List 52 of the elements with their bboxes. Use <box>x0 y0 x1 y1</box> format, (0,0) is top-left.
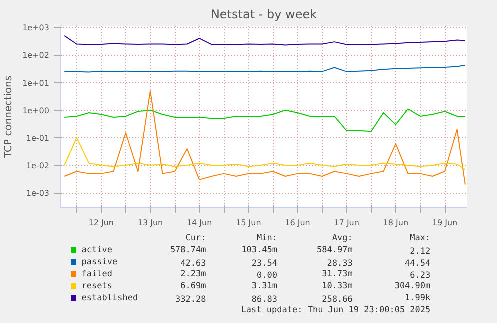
text: Cur: <box>186 234 206 244</box>
text: 2.23m <box>180 270 206 280</box>
text: 584.97m <box>317 246 353 256</box>
x-tick-label: 19 Jun <box>432 218 458 228</box>
line-series <box>64 90 466 186</box>
text: Last update: Thu Jun 19 23:00:05 2025 <box>241 306 431 316</box>
y-tick-label: 1e-02 <box>26 162 50 171</box>
text: 3.31m <box>252 282 278 292</box>
y-tick-label: 1e+01 <box>22 78 50 88</box>
text: 304.90m <box>394 282 431 292</box>
x-tick-label: 12 Jun <box>88 218 114 228</box>
text: 2.12 <box>410 247 431 257</box>
legend-label: active <box>82 246 113 256</box>
line-series <box>64 35 466 46</box>
legend-label: passive <box>82 258 118 268</box>
y-tick-label: 1e+02 <box>22 51 50 60</box>
text: 332.28 <box>176 295 206 305</box>
text: 0.00 <box>257 271 278 281</box>
x-tick-label: 18 Jun <box>383 218 409 228</box>
x-tick-label: 17 Jun <box>334 218 360 228</box>
line-series <box>64 108 466 132</box>
text: Min: <box>257 234 278 244</box>
y-tick-label: 1e-03 <box>26 189 50 198</box>
text: 23.54 <box>252 259 278 269</box>
text: 31.73m <box>322 270 353 280</box>
line-series <box>64 137 466 170</box>
text: 1.99k <box>405 294 431 304</box>
x-tick-label: 15 Jun <box>236 218 262 228</box>
line-series <box>64 64 466 73</box>
text: 28.33 <box>327 259 353 269</box>
chart-title: Netstat - by week <box>210 8 318 22</box>
y-tick-label: 1e+03 <box>22 24 50 33</box>
x-tick-label: 16 Jun <box>285 218 310 228</box>
text: 86.83 <box>252 295 278 305</box>
legend-label: resets <box>82 282 113 292</box>
text: 258.66 <box>322 295 353 305</box>
text: 6.69m <box>180 282 206 292</box>
text: 6.23 <box>410 271 431 281</box>
x-tick-label: 14 Jun <box>186 218 212 228</box>
y-tick-label: 1e+00 <box>22 106 50 116</box>
text: 10.33m <box>322 282 353 292</box>
text: Avg: <box>332 234 353 244</box>
text: Max: <box>410 234 431 244</box>
x-tick-label: 13 Jun <box>138 218 164 228</box>
legend-label: failed <box>82 270 113 280</box>
y-axis-title: TCP connections <box>4 76 15 160</box>
legend-label: established <box>82 294 138 304</box>
text: 42.63 <box>180 259 206 269</box>
text: 578.74m <box>170 246 206 256</box>
text: 44.54 <box>405 259 431 269</box>
y-tick-label: 1e-01 <box>26 134 50 143</box>
text: 103.45m <box>242 246 278 256</box>
